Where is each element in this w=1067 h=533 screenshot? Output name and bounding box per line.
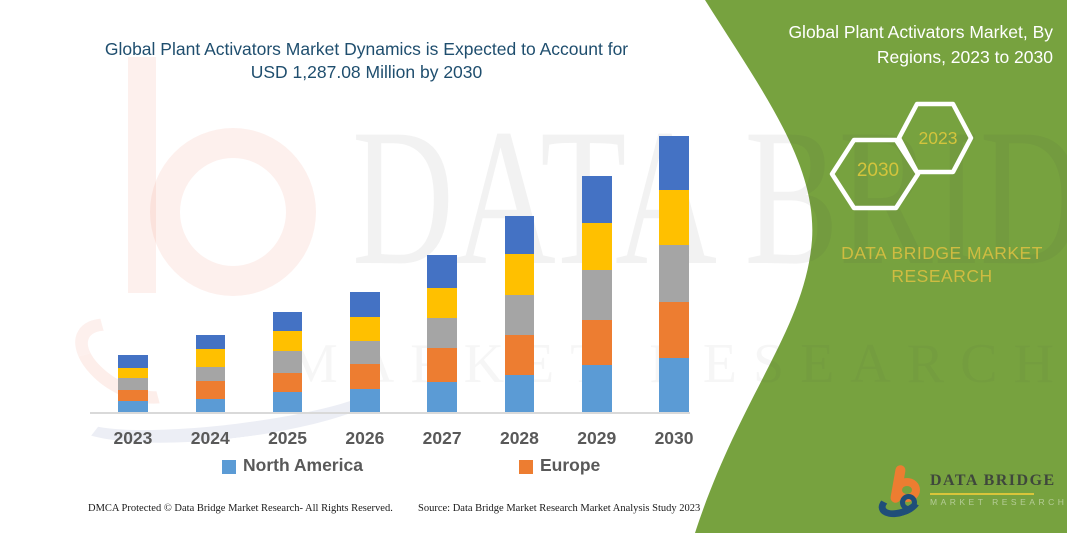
- x-axis-label-2029: 2029: [577, 428, 617, 448]
- hexagon-2023-label: 2023: [918, 128, 958, 148]
- watermark-text-data-bridge: DATA BRIDGE: [352, 89, 1067, 306]
- bar-2030: [659, 136, 689, 413]
- logo-brand-text: DATA BRIDGE: [930, 472, 1056, 489]
- bar-2029-segment-Europe: [582, 320, 612, 366]
- bar-2026-segment-Europe: [350, 363, 380, 389]
- bar-2027-segment-(unlabeled dark blue): [427, 255, 457, 289]
- bar-2028-segment-(unlabeled dark blue): [504, 216, 535, 254]
- hexagon-2023: [896, 101, 974, 175]
- legend-label-north-america: North America: [243, 455, 363, 475]
- bar-2026: [350, 292, 380, 413]
- green-panel-shape: [695, 0, 1067, 533]
- x-axis-label-2027: 2027: [422, 428, 462, 448]
- bar-2024-segment-Europe: [195, 381, 225, 399]
- bar-2030-segment-(unlabeled gray): [659, 245, 689, 303]
- bar-2028-segment-(unlabeled gray): [504, 295, 535, 336]
- bar-2030-segment-Europe: [659, 302, 689, 358]
- x-axis-label-2030: 2030: [654, 428, 694, 448]
- bar-2030-segment-(unlabeled yellow): [659, 190, 689, 246]
- bar-2024-segment-(unlabeled yellow): [195, 349, 225, 368]
- bar-2028: [504, 216, 535, 413]
- panel-brand-text: DATA BRIDGE MARKET RESEARCH: [841, 243, 1043, 286]
- bar-2027: [427, 255, 457, 413]
- logo-d-icon: [900, 494, 917, 511]
- bar-2025-segment-(unlabeled yellow): [272, 331, 303, 351]
- panel-title: Global Plant Activators Market, By Regio…: [788, 22, 1053, 67]
- bar-2025-segment-(unlabeled gray): [272, 350, 303, 373]
- bar-2029-segment-(unlabeled dark blue): [582, 176, 612, 224]
- bar-2027-segment-(unlabeled gray): [427, 317, 457, 349]
- year-hexagons: [829, 101, 974, 211]
- hexagon-2030-label: 2030: [856, 160, 900, 181]
- logo-yellow-rule: [930, 493, 1034, 495]
- bar-2026-segment-(unlabeled gray): [350, 340, 380, 364]
- x-axis-label-2023: 2023: [113, 428, 153, 448]
- bar-2024-segment-(unlabeled dark blue): [195, 335, 225, 350]
- watermark-b-stem: [128, 57, 156, 293]
- bar-2028-segment-North America: [504, 375, 535, 413]
- legend-swatch-north-america: [222, 459, 236, 474]
- bar-2026-segment-North America: [350, 388, 380, 413]
- legend-swatch-europe: [519, 459, 533, 474]
- bar-2023-segment-(unlabeled gray): [118, 378, 148, 390]
- bar-2029-segment-(unlabeled yellow): [582, 223, 612, 270]
- bar-2024: [195, 335, 225, 413]
- footer-dmca-text: DMCA Protected © Data Bridge Market Rese…: [88, 503, 393, 514]
- bar-2030-segment-(unlabeled dark blue): [659, 136, 689, 191]
- bar-2026-segment-(unlabeled dark blue): [350, 292, 380, 317]
- bar-2023-segment-North America: [118, 401, 148, 413]
- bar-2024-segment-North America: [195, 398, 225, 413]
- x-axis-label-2028: 2028: [499, 428, 539, 448]
- bar-2025: [272, 311, 303, 413]
- bar-2029-segment-North America: [582, 365, 612, 413]
- bar-2026-segment-(unlabeled yellow): [350, 316, 380, 341]
- bar-2029-segment-(unlabeled gray): [582, 270, 612, 321]
- bar-2023-segment-(unlabeled yellow): [118, 368, 148, 379]
- legend-label-europe: Europe: [540, 455, 601, 475]
- x-axis-label-2025: 2025: [268, 428, 308, 448]
- chart-title: Global Plant Activators Market Dynamics …: [104, 39, 629, 82]
- logo-sub-text: MARKET RESEARCH: [930, 497, 1067, 507]
- x-axis-label-2026: 2026: [345, 428, 385, 448]
- bar-2029: [582, 176, 612, 413]
- x-axis-line: [90, 412, 690, 414]
- x-axis-label-2024: 2024: [190, 428, 230, 448]
- bar-2028-segment-Europe: [504, 335, 535, 376]
- bar-2023-segment-Europe: [118, 389, 148, 402]
- bar-2028-segment-(unlabeled yellow): [504, 253, 535, 296]
- bar-2027-segment-Europe: [427, 348, 457, 382]
- hexagon-2030: [829, 137, 921, 211]
- bar-2023: [118, 354, 148, 413]
- bar-2025-segment-North America: [272, 392, 303, 413]
- legend-item-europe: Europe: [519, 455, 600, 476]
- bar-2024-segment-(unlabeled gray): [195, 367, 225, 382]
- bar-2025-segment-(unlabeled dark blue): [272, 311, 303, 332]
- bar-2023-segment-(unlabeled dark blue): [118, 354, 148, 369]
- bar-2027-segment-(unlabeled yellow): [427, 288, 457, 318]
- bar-2027-segment-North America: [427, 382, 457, 413]
- legend-item-north-america: North America: [222, 455, 363, 476]
- footer-source-text: Source: Data Bridge Market Research Mark…: [418, 503, 701, 514]
- bar-2030-segment-North America: [659, 357, 689, 413]
- bar-2025-segment-Europe: [272, 372, 303, 393]
